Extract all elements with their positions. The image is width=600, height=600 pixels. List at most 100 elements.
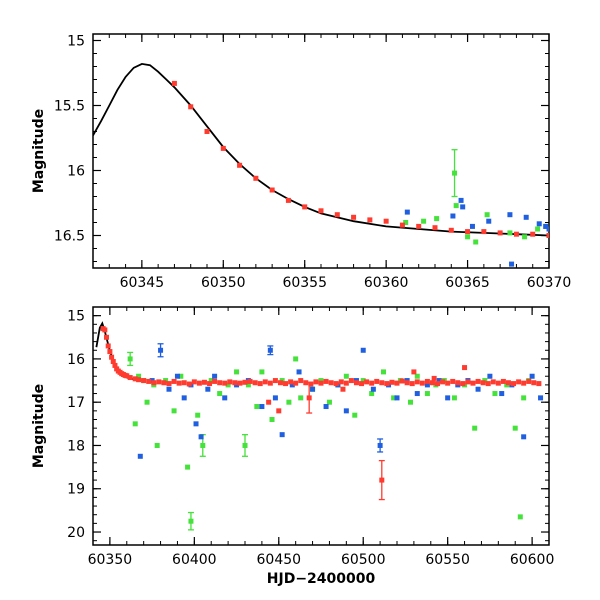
green-data-point [521, 395, 527, 401]
blue-data-point [486, 218, 492, 224]
green-data-point [414, 373, 420, 379]
red-data-point [151, 380, 157, 386]
green-data-point [217, 391, 223, 397]
blue-data-point [166, 386, 172, 392]
blue-data-point [414, 391, 420, 397]
green-data-point [517, 514, 523, 520]
red-data-point [242, 379, 248, 385]
red-data-point [516, 379, 522, 385]
red-data-point [232, 380, 238, 386]
y-tick-label: 18 [67, 438, 85, 454]
blue-data-point [529, 373, 535, 379]
red-data-point [318, 380, 324, 386]
blue-data-point [267, 347, 273, 353]
red-data-point [536, 381, 542, 387]
red-data-point [379, 477, 385, 483]
green-data-point [269, 417, 275, 423]
x-tick-label: 60370 [527, 275, 572, 291]
red-data-point [333, 381, 339, 387]
red-data-point [171, 80, 177, 86]
green-data-point [492, 391, 498, 397]
red-data-point [313, 379, 319, 385]
red-data-point [424, 378, 430, 384]
red-data-point [414, 379, 420, 385]
red-data-point [470, 380, 476, 386]
green-data-point [171, 408, 177, 414]
green-data-point [188, 518, 194, 524]
green-data-point [326, 399, 332, 405]
red-data-point [107, 349, 113, 355]
red-data-point [237, 380, 243, 386]
red-data-point [328, 380, 334, 386]
blue-data-point [523, 214, 529, 220]
red-data-point [369, 380, 375, 386]
blue-data-point [137, 453, 143, 459]
blue-data-point [343, 408, 349, 414]
blue-data-point [543, 223, 549, 229]
green-data-point [200, 442, 206, 448]
blue-data-point [377, 442, 383, 448]
blue-data-point [212, 373, 218, 379]
y-tick-label: 15.5 [54, 99, 85, 115]
blue-data-point [205, 386, 211, 392]
blue-data-point [499, 391, 505, 397]
red-data-point [283, 381, 289, 387]
red-data-point [432, 225, 438, 231]
red-data-point [379, 380, 385, 386]
y-tick-label: 19 [67, 482, 85, 498]
y-tick-label: 17 [67, 395, 85, 411]
blue-data-point [487, 373, 493, 379]
red-data-point [374, 378, 380, 384]
red-data-point [127, 375, 133, 381]
red-data-point [124, 373, 130, 379]
red-data-point [306, 395, 312, 401]
y-tick-label: 15 [67, 309, 85, 325]
blue-data-point [460, 204, 466, 210]
y-tick-label: 16 [67, 352, 85, 368]
green-data-point [369, 391, 375, 397]
red-data-point [389, 379, 395, 385]
y-tick-label: 15 [67, 34, 85, 50]
green-data-point [144, 399, 150, 405]
blue-data-point [158, 347, 164, 353]
x-tick-label: 60500 [341, 552, 386, 568]
red-data-point [497, 230, 503, 236]
red-data-point [460, 381, 466, 387]
blue-data-point [536, 221, 542, 227]
x-tick-label: 60350 [201, 275, 246, 291]
y-tick-label: 16.5 [54, 229, 85, 245]
red-data-point [526, 378, 532, 384]
blue-data-point [394, 395, 400, 401]
blue-data-point [469, 223, 475, 229]
red-data-point [383, 218, 389, 224]
red-data-point [161, 380, 167, 386]
blue-data-point [538, 395, 544, 401]
red-data-point [530, 231, 536, 237]
red-data-point [222, 380, 228, 386]
red-data-point [411, 369, 417, 375]
red-data-point [188, 104, 194, 110]
green-data-point [234, 369, 240, 375]
red-data-point [252, 380, 258, 386]
y-tick-label: 16 [67, 164, 85, 180]
red-data-point [303, 380, 309, 386]
red-data-point [288, 379, 294, 385]
red-data-point [340, 386, 346, 392]
x-tick-label: 60360 [364, 275, 409, 291]
red-data-point [343, 380, 349, 386]
red-data-point [272, 378, 278, 384]
green-data-point [298, 395, 304, 401]
red-data-point [146, 378, 152, 384]
red-data-point [353, 380, 359, 386]
red-data-point [266, 399, 272, 405]
green-data-point [154, 442, 160, 448]
green-data-point [403, 220, 409, 225]
green-data-point [254, 404, 260, 410]
blue-data-point [360, 347, 366, 353]
x-axis-title: HJD−2400000 [267, 571, 376, 587]
red-data-point [262, 379, 268, 385]
blue-data-point [475, 386, 481, 392]
plot-frame [92, 306, 550, 546]
red-data-point [156, 379, 162, 385]
